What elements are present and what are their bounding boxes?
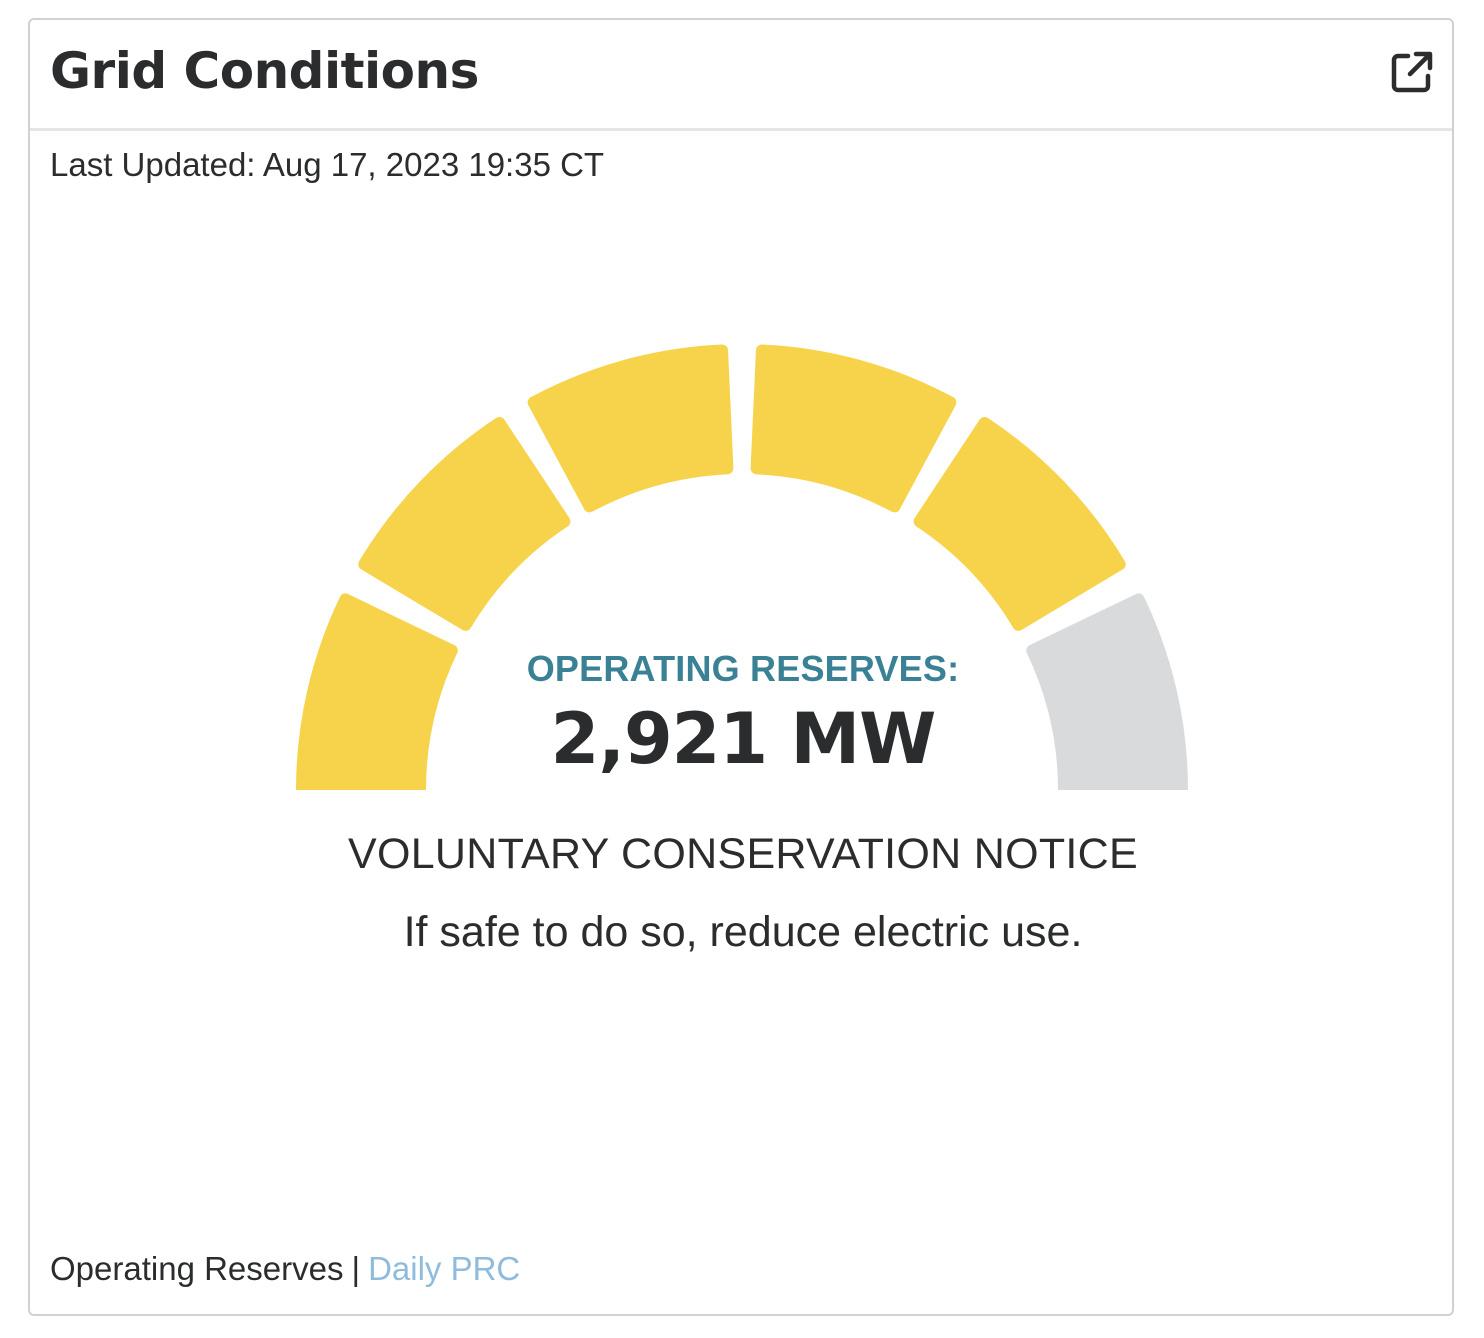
gauge-segment-6 — [1026, 593, 1188, 790]
gauge-segment-1 — [296, 593, 458, 790]
gauge-segment-5 — [913, 416, 1126, 631]
operating-reserves-gauge — [296, 344, 1188, 790]
footer-text: Operating Reserves — [50, 1250, 344, 1287]
external-link-icon[interactable] — [1388, 48, 1436, 96]
status-title: VOLUNTARY CONSERVATION NOTICE — [347, 830, 1138, 878]
gauge-segment-3 — [527, 344, 734, 513]
last-updated-label: Last Updated: — [50, 146, 256, 183]
last-updated: Last Updated: Aug 17, 2023 19:35 CT — [50, 146, 604, 184]
footer-separator: | — [351, 1250, 361, 1287]
footer: Operating Reserves | Daily PRC — [50, 1250, 520, 1288]
grid-conditions-card: Grid Conditions Last Updated: Aug 17, 20… — [28, 18, 1454, 1316]
gauge-segment-4 — [750, 344, 957, 513]
card-header: Grid Conditions — [30, 20, 1452, 131]
gauge-segment-2 — [358, 416, 571, 631]
daily-prc-link[interactable]: Daily PRC — [368, 1250, 521, 1287]
status-message: If safe to do so, reduce electric use. — [403, 908, 1083, 956]
gauge-value: 2,921 MW — [550, 698, 937, 780]
card-title: Grid Conditions — [50, 42, 479, 100]
gauge-label: OPERATING RESERVES: — [526, 648, 960, 689]
last-updated-value: Aug 17, 2023 19:35 CT — [262, 146, 605, 183]
